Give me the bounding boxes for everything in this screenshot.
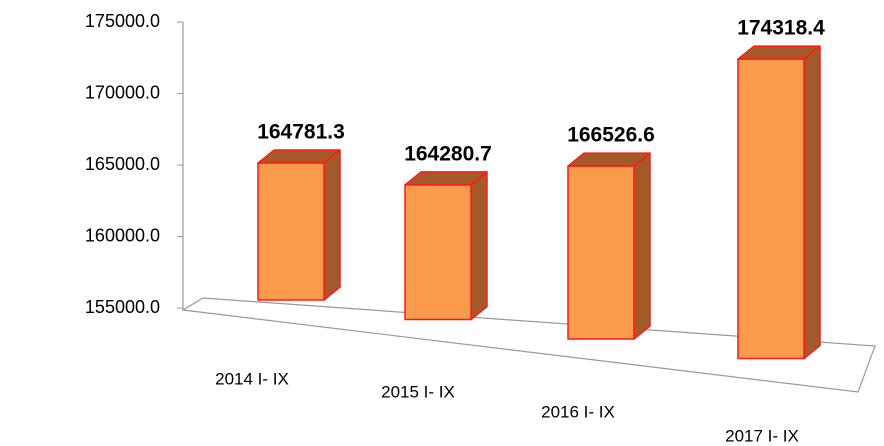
y-tick-label: 175000.0 xyxy=(85,11,160,31)
bar xyxy=(567,165,635,340)
x-tick-label: 2015 I- IX xyxy=(381,382,455,401)
bar-side xyxy=(470,171,488,321)
bar xyxy=(257,162,325,301)
x-tick-label: 2016 I- IX xyxy=(541,402,615,421)
value-label: 166526.6 xyxy=(567,124,655,147)
bar xyxy=(737,58,805,360)
y-tick-label: 155000.0 xyxy=(85,297,160,317)
bar xyxy=(404,184,472,321)
floor xyxy=(182,22,876,393)
value-label: 164280.7 xyxy=(404,142,492,165)
bar-side xyxy=(633,152,651,340)
value-label: 164781.3 xyxy=(257,121,345,144)
value-label: 174318.4 xyxy=(737,17,825,40)
x-tick-label: 2014 I- IX xyxy=(215,369,289,388)
y-tick-label: 160000.0 xyxy=(85,225,160,245)
axis-wall xyxy=(182,22,876,393)
y-tick-label: 170000.0 xyxy=(85,82,160,102)
x-tick-label: 2017 I- IX xyxy=(725,426,799,445)
y-tick-label: 165000.0 xyxy=(85,154,160,174)
bar-side xyxy=(803,45,821,360)
bar-side xyxy=(323,149,341,301)
